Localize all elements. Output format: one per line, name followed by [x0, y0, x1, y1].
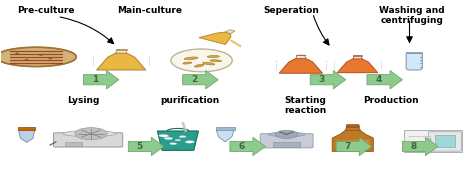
Ellipse shape	[207, 56, 219, 58]
Ellipse shape	[202, 62, 215, 65]
Text: Seperation: Seperation	[264, 6, 319, 15]
Polygon shape	[337, 59, 378, 73]
Text: 4: 4	[375, 75, 382, 84]
Text: Lysing: Lysing	[67, 96, 100, 105]
Polygon shape	[345, 127, 360, 130]
Circle shape	[275, 130, 298, 139]
FancyBboxPatch shape	[260, 134, 313, 148]
Polygon shape	[83, 70, 119, 89]
Circle shape	[15, 53, 19, 54]
Ellipse shape	[179, 136, 186, 138]
Polygon shape	[182, 70, 218, 89]
Polygon shape	[225, 30, 235, 34]
Text: Main-culture: Main-culture	[117, 6, 182, 15]
FancyBboxPatch shape	[353, 55, 362, 56]
FancyBboxPatch shape	[335, 139, 371, 148]
Text: 6: 6	[238, 142, 245, 151]
FancyBboxPatch shape	[428, 132, 461, 151]
Text: 3: 3	[319, 75, 325, 84]
Circle shape	[48, 58, 52, 59]
Polygon shape	[336, 137, 372, 156]
Polygon shape	[128, 137, 164, 156]
Polygon shape	[199, 32, 231, 44]
Text: 7: 7	[345, 142, 351, 151]
Polygon shape	[279, 58, 322, 73]
Text: Pre-culture: Pre-culture	[17, 6, 74, 15]
Circle shape	[75, 128, 107, 140]
Ellipse shape	[0, 47, 76, 67]
Polygon shape	[296, 55, 306, 58]
Ellipse shape	[175, 139, 181, 141]
Ellipse shape	[184, 57, 198, 60]
Ellipse shape	[63, 131, 116, 137]
Ellipse shape	[183, 62, 192, 64]
Polygon shape	[216, 130, 234, 142]
Ellipse shape	[185, 141, 194, 143]
FancyBboxPatch shape	[435, 135, 455, 147]
Polygon shape	[216, 127, 235, 130]
Polygon shape	[18, 130, 35, 142]
Text: Production: Production	[363, 96, 419, 105]
Circle shape	[39, 55, 43, 56]
Polygon shape	[97, 53, 146, 70]
Text: Starting
reaction: Starting reaction	[284, 96, 327, 115]
Polygon shape	[406, 52, 422, 53]
Polygon shape	[116, 49, 127, 53]
Polygon shape	[332, 130, 374, 151]
FancyBboxPatch shape	[64, 142, 82, 146]
Circle shape	[171, 49, 232, 72]
Polygon shape	[406, 53, 422, 70]
Ellipse shape	[210, 60, 221, 62]
FancyBboxPatch shape	[273, 142, 300, 147]
Polygon shape	[353, 56, 362, 59]
Ellipse shape	[268, 132, 305, 137]
Polygon shape	[18, 127, 35, 130]
Polygon shape	[310, 70, 346, 89]
Polygon shape	[367, 70, 402, 89]
Circle shape	[89, 133, 93, 134]
Ellipse shape	[194, 64, 204, 67]
Text: 5: 5	[137, 142, 143, 151]
Ellipse shape	[164, 137, 173, 139]
FancyBboxPatch shape	[54, 133, 123, 147]
FancyBboxPatch shape	[116, 49, 127, 50]
Text: 8: 8	[410, 142, 417, 151]
Ellipse shape	[159, 135, 169, 137]
Text: 2: 2	[191, 75, 197, 84]
Polygon shape	[157, 131, 199, 150]
FancyBboxPatch shape	[404, 130, 463, 152]
Text: 1: 1	[91, 75, 98, 84]
Ellipse shape	[170, 143, 177, 145]
Circle shape	[25, 59, 28, 60]
Text: Washing and
centrifuging: Washing and centrifuging	[379, 6, 445, 25]
Polygon shape	[346, 125, 360, 127]
Text: purification: purification	[160, 96, 219, 105]
Polygon shape	[230, 137, 265, 156]
Polygon shape	[402, 137, 438, 156]
